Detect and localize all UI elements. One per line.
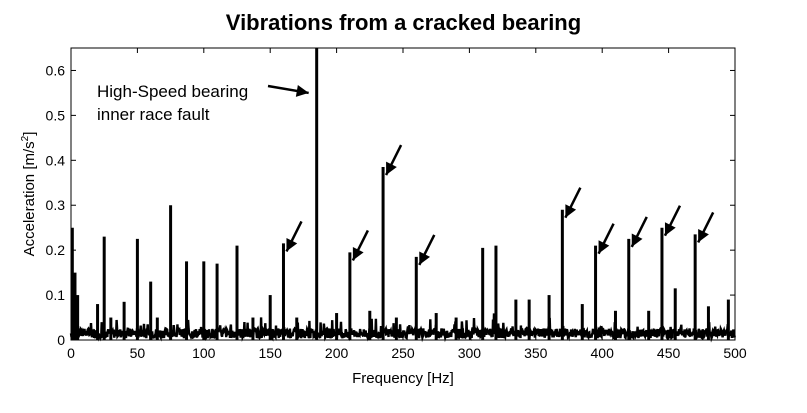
arrow-marker-470 bbox=[697, 211, 715, 243]
x-tick-label-400: 400 bbox=[591, 345, 615, 361]
annotation-line-2: inner race fault bbox=[97, 105, 210, 124]
annotation-line-1: High-Speed bearing bbox=[97, 82, 248, 101]
x-tick-label-200: 200 bbox=[325, 345, 349, 361]
annotation-arrow bbox=[267, 84, 309, 97]
y-tick-label-6: 0.6 bbox=[46, 62, 66, 78]
arrow-marker-160 bbox=[285, 220, 303, 252]
arrow-marker-210 bbox=[351, 229, 369, 261]
y-tick-label-5: 0.5 bbox=[46, 107, 66, 123]
y-tick-label-4: 0.4 bbox=[46, 152, 66, 168]
x-tick-label-250: 250 bbox=[391, 345, 415, 361]
arrow-marker-370 bbox=[564, 187, 582, 219]
x-tick-label-100: 100 bbox=[192, 345, 216, 361]
y-axis-label: Acceleration [m/s2] bbox=[20, 132, 38, 257]
arrow-marker-395 bbox=[597, 223, 615, 255]
arrow-marker-235 bbox=[384, 144, 403, 176]
chart-title: Vibrations from a cracked bearing bbox=[225, 10, 582, 35]
y-tick-label-3: 0.3 bbox=[46, 197, 66, 213]
annotation: High-Speed bearing inner race fault bbox=[97, 82, 248, 124]
y-tick-label-0: 0 bbox=[57, 332, 65, 348]
x-axis-label: Frequency [Hz] bbox=[352, 370, 454, 387]
x-tick-label-450: 450 bbox=[657, 345, 681, 361]
y-tick-label-1: 0.1 bbox=[46, 287, 66, 303]
x-tick-label-150: 150 bbox=[259, 345, 283, 361]
arrow-marker-445 bbox=[663, 205, 682, 237]
arrow-marker-420 bbox=[630, 216, 648, 248]
x-tick-label-500: 500 bbox=[723, 345, 747, 361]
x-tick-label-0: 0 bbox=[67, 345, 75, 361]
x-tick-label-300: 300 bbox=[458, 345, 482, 361]
y-tick-label-2: 0.2 bbox=[46, 242, 66, 258]
x-tick-label-350: 350 bbox=[524, 345, 548, 361]
x-tick-label-50: 50 bbox=[130, 345, 146, 361]
arrow-marker-260 bbox=[418, 234, 436, 266]
